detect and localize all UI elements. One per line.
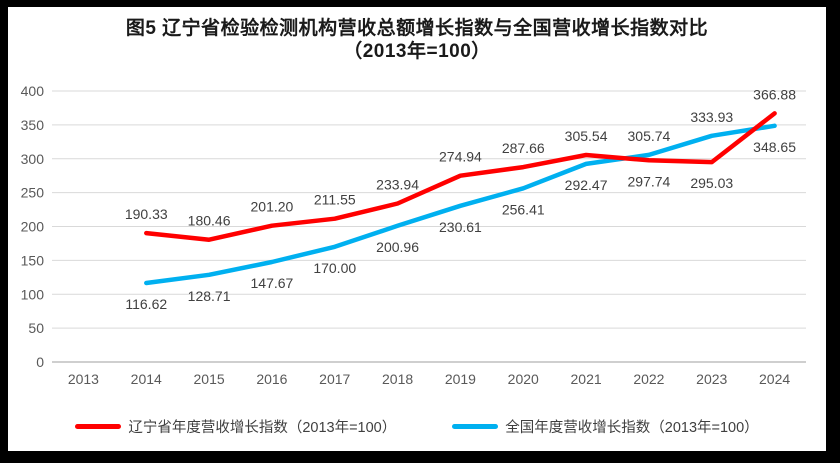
svg-text:2015: 2015 — [194, 371, 225, 387]
svg-text:348.65: 348.65 — [753, 139, 796, 155]
legend-item-liaoning: 辽宁省年度营收增长指数（2013年=100） — [75, 416, 396, 437]
svg-text:180.46: 180.46 — [188, 213, 231, 229]
line-chart-plot-area: 0 50 100 150 200 250 300 350 400 2013 2014 2015 2016… — [21, 83, 806, 387]
svg-text:287.66: 287.66 — [502, 140, 545, 156]
svg-text:2017: 2017 — [319, 371, 350, 387]
svg-text:2022: 2022 — [633, 371, 664, 387]
legend-label-liaoning: 辽宁省年度营收增长指数（2013年=100） — [128, 420, 397, 436]
svg-text:292.47: 292.47 — [565, 177, 608, 193]
svg-text:274.94: 274.94 — [439, 149, 482, 165]
svg-text:366.88: 366.88 — [753, 86, 796, 102]
chart-legend: 辽宁省年度营收增长指数（2013年=100） 全国年度营收增长指数（2013年=… — [8, 416, 826, 437]
svg-text:2018: 2018 — [382, 371, 413, 387]
svg-text:230.61: 230.61 — [439, 219, 482, 235]
svg-text:128.71: 128.71 — [188, 288, 231, 304]
svg-text:2014: 2014 — [131, 371, 162, 387]
legend-swatch-blue-line — [452, 424, 499, 429]
svg-text:2024: 2024 — [759, 371, 790, 387]
svg-text:50: 50 — [28, 320, 44, 336]
chart-title-line1: 图5 辽宁省检验检测机构营收总额增长指数与全国营收增长指数对比 — [125, 18, 709, 39]
svg-text:147.67: 147.67 — [251, 275, 294, 291]
svg-text:0: 0 — [36, 354, 44, 370]
svg-text:2013: 2013 — [68, 371, 99, 387]
svg-text:295.03: 295.03 — [690, 175, 733, 191]
svg-text:2016: 2016 — [256, 371, 287, 387]
svg-text:250: 250 — [21, 185, 45, 201]
svg-text:305.54: 305.54 — [565, 128, 608, 144]
svg-text:333.93: 333.93 — [690, 109, 733, 125]
chart-title-line2: （2013年=100） — [343, 41, 491, 62]
legend-label-national: 全国年度营收增长指数（2013年=100） — [505, 420, 759, 436]
svg-text:305.74: 305.74 — [628, 128, 671, 144]
svg-text:2023: 2023 — [696, 371, 727, 387]
svg-text:2019: 2019 — [445, 371, 476, 387]
svg-text:170.00: 170.00 — [313, 260, 356, 276]
svg-text:297.74: 297.74 — [628, 173, 671, 189]
svg-text:350: 350 — [21, 117, 45, 133]
svg-text:256.41: 256.41 — [502, 201, 545, 217]
svg-text:190.33: 190.33 — [125, 206, 168, 222]
svg-text:211.55: 211.55 — [314, 192, 356, 208]
legend-swatch-red-line — [75, 424, 122, 429]
svg-text:233.94: 233.94 — [376, 177, 419, 193]
svg-text:2021: 2021 — [571, 371, 602, 387]
svg-text:300: 300 — [21, 151, 45, 167]
svg-text:100: 100 — [21, 286, 45, 302]
svg-text:200.96: 200.96 — [376, 239, 419, 255]
svg-text:400: 400 — [21, 83, 45, 99]
svg-text:116.62: 116.62 — [125, 296, 167, 312]
svg-text:2020: 2020 — [508, 371, 539, 387]
legend-item-national: 全国年度营收增长指数（2013年=100） — [452, 416, 759, 437]
chart-title: 图5 辽宁省检验检测机构营收总额增长指数与全国营收增长指数对比 （2013年=1… — [8, 17, 826, 63]
svg-text:150: 150 — [21, 252, 45, 268]
svg-text:201.20: 201.20 — [251, 199, 294, 215]
svg-text:200: 200 — [21, 219, 45, 235]
